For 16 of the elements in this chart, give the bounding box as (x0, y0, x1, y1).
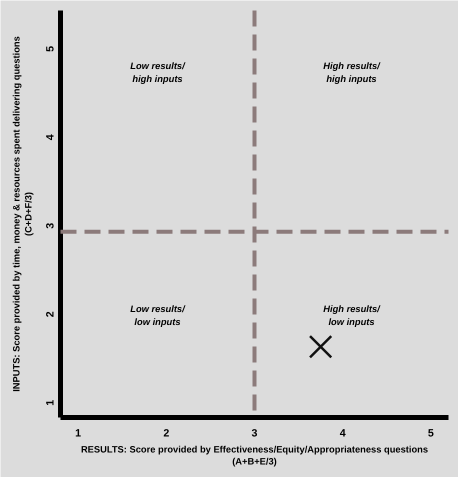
annotation: Low results/ high inputs (130, 60, 186, 84)
y-axis-title: INPUTS: Score provided by time, money & resources spent delivering questions (C+D+F/3) (12, 36, 34, 392)
annotation: High results/ low inputs (323, 304, 382, 327)
y-tick-label: 4 (44, 134, 56, 140)
y-tick-label: 2 (44, 311, 56, 318)
x-tick-label: 2 (163, 428, 170, 440)
x-axis-title: RESULTS: Score provided by Effectiveness/Equity/Appropriateness questions (A+B+E/3) (80, 444, 428, 466)
x-tick-label: 1 (75, 428, 82, 440)
y-tick-label: 1 (44, 400, 56, 406)
annotation: High results/ high inputs (323, 60, 382, 84)
y-tick-label: 5 (44, 46, 56, 52)
y-tick-label: 3 (44, 222, 56, 229)
x-tick-label: 5 (428, 428, 434, 440)
annotation: Low results/ low inputs (130, 304, 186, 327)
x-tick-label: 4 (340, 428, 346, 440)
x-tick-label: 3 (252, 428, 258, 440)
